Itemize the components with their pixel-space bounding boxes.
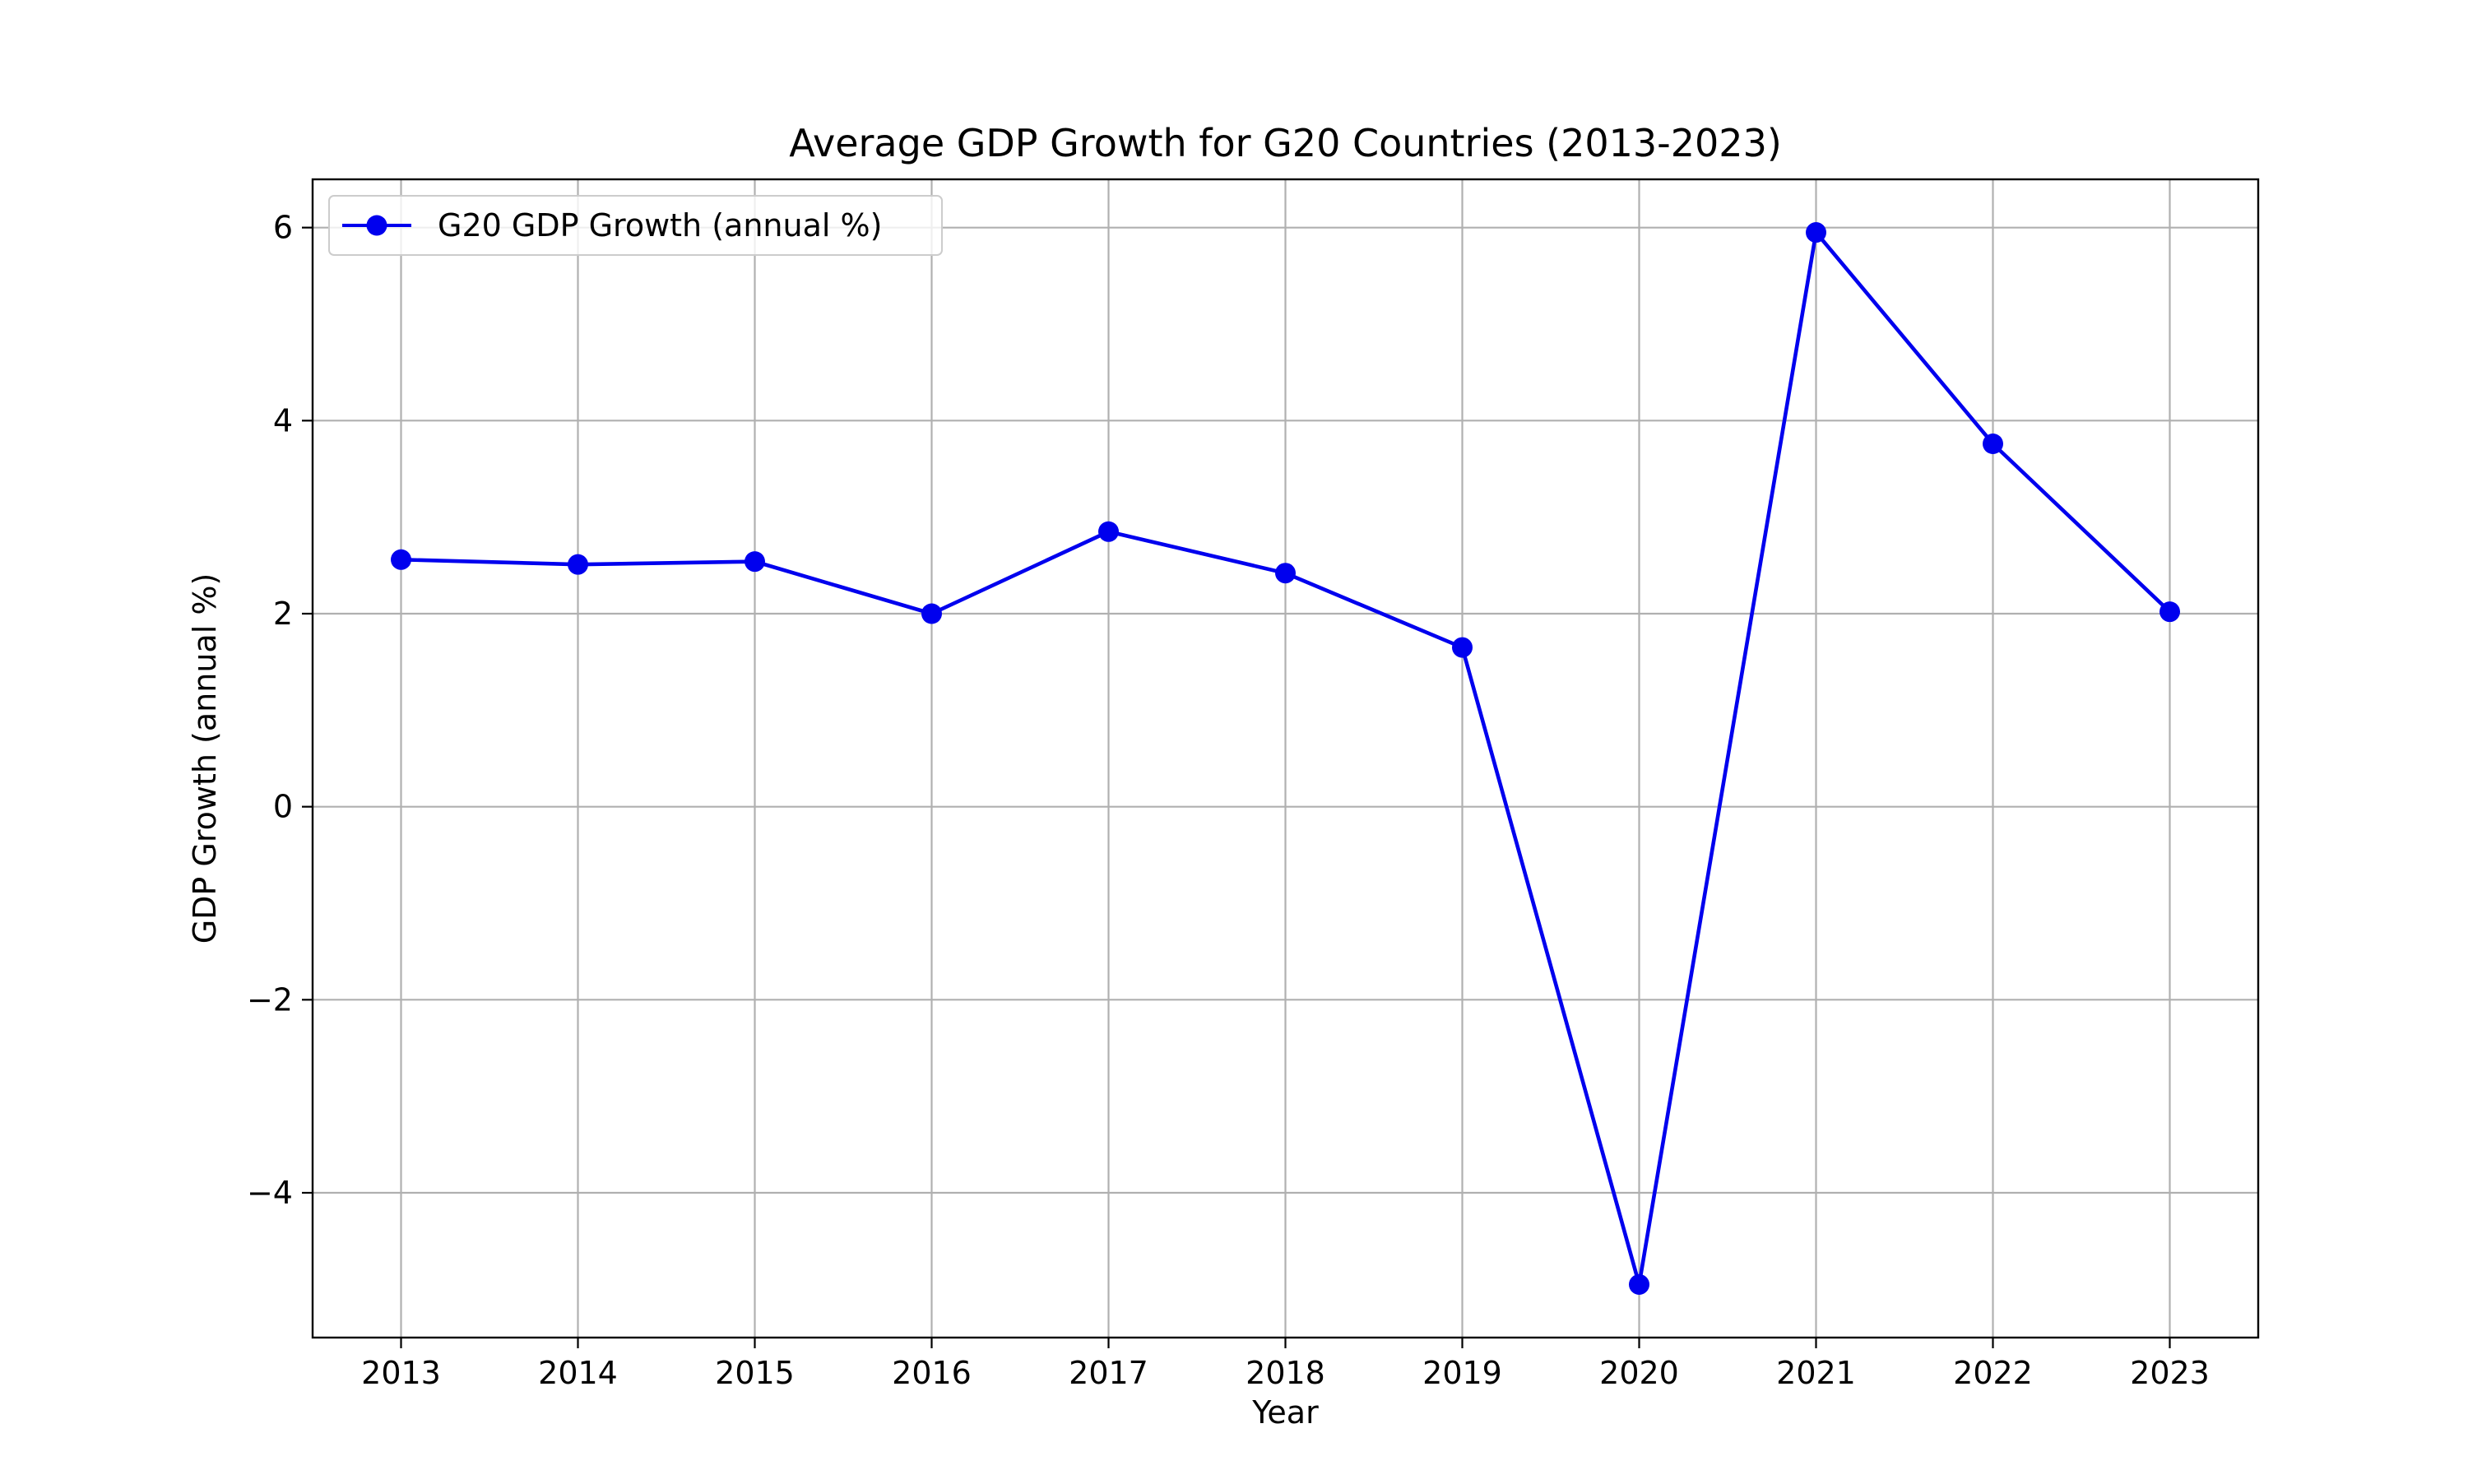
data-point xyxy=(745,551,765,573)
data-point xyxy=(1098,521,1119,542)
x-tick-label: 2018 xyxy=(1246,1355,1325,1391)
x-tick-label: 2020 xyxy=(1599,1355,1679,1391)
legend-label: G20 GDP Growth (annual %) xyxy=(438,207,882,243)
x-tick-label: 2023 xyxy=(2130,1355,2210,1391)
x-axis-label: Year xyxy=(1251,1394,1319,1431)
legend: G20 GDP Growth (annual %) xyxy=(328,195,943,256)
data-point xyxy=(391,549,411,570)
y-axis-label: GDP Growth (annual %) xyxy=(187,573,223,944)
data-point xyxy=(2160,601,2180,623)
data-point xyxy=(1983,433,2003,454)
data-point xyxy=(1629,1273,1649,1295)
x-axis: 2013 2014 2015 2016 2017 2018 2019 2020 2021 2022… xyxy=(361,1338,2210,1391)
y-tick-label: 2 xyxy=(273,596,293,632)
y-tick-label: −4 xyxy=(247,1175,293,1211)
y-axis: −4 −2 0 2 4 6 xyxy=(247,210,313,1211)
x-tick-label: 2015 xyxy=(715,1355,795,1391)
grid xyxy=(313,179,2258,1338)
y-tick-label: 0 xyxy=(273,789,293,825)
x-tick-label: 2017 xyxy=(1069,1355,1148,1391)
x-tick-label: 2022 xyxy=(1953,1355,2033,1391)
data-point xyxy=(921,603,942,624)
y-tick-label: 6 xyxy=(273,210,293,246)
x-tick-label: 2013 xyxy=(361,1355,441,1391)
series-layer xyxy=(391,222,2180,1295)
x-tick-label: 2019 xyxy=(1422,1355,1502,1391)
x-tick-label: 2014 xyxy=(538,1355,618,1391)
x-tick-label: 2021 xyxy=(1776,1355,1856,1391)
chart-title: Average GDP Growth for G20 Countries (20… xyxy=(789,121,1782,165)
y-tick-label: −2 xyxy=(247,981,293,1018)
data-point xyxy=(1452,637,1473,658)
y-tick-label: 4 xyxy=(273,402,293,438)
legend-box xyxy=(328,195,943,256)
data-point xyxy=(1275,563,1296,584)
data-point xyxy=(1806,222,1826,243)
x-tick-label: 2016 xyxy=(892,1355,972,1391)
data-point xyxy=(568,554,588,575)
legend-marker-swatch xyxy=(366,215,387,236)
